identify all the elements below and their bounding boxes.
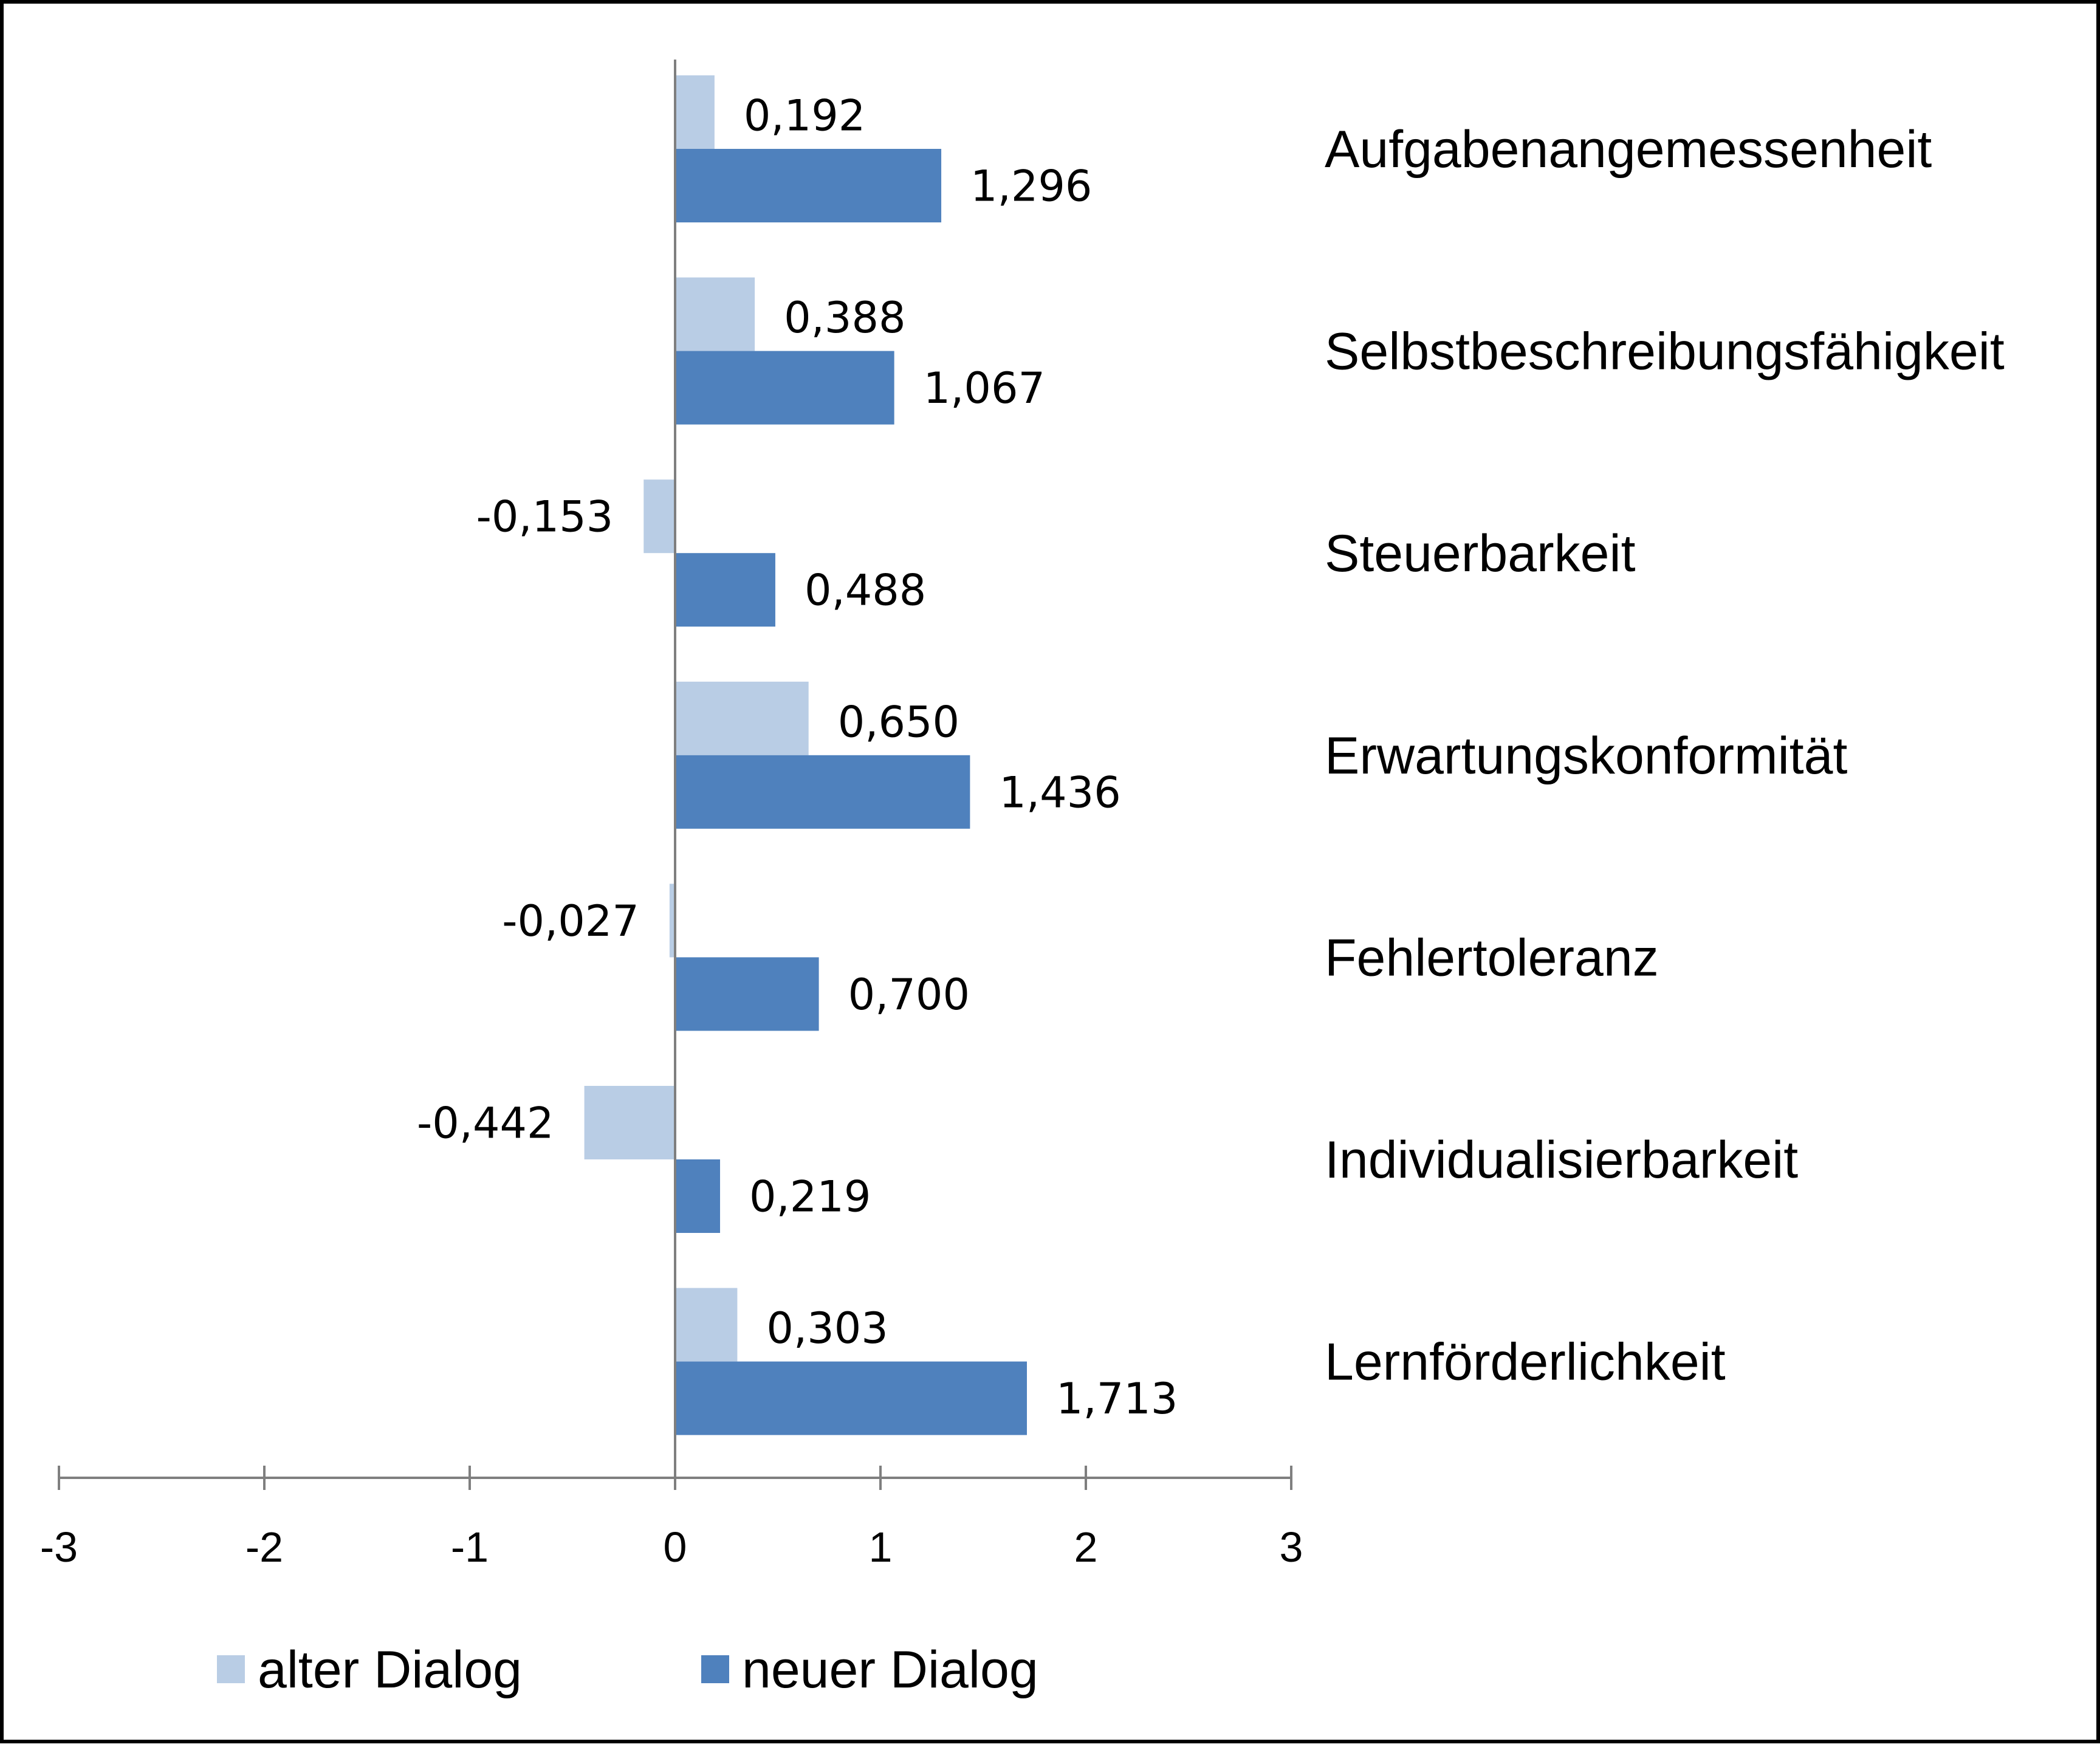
legend-swatch-neuer [701,1655,729,1683]
x-tick-label-neg3: -3 [40,1523,78,1571]
data-label-neuer-steuerbarkeit: 0,488 [805,566,926,616]
bar-neuer-erwartungskonformit-t [675,755,970,829]
legend: alter Dialog neuer Dialog [217,1641,1038,1699]
bar-neuer-individualisierbarkeit [675,1159,721,1233]
data-label-alter-individualisierbarkeit: -0,442 [417,1099,554,1148]
x-tick-label-3: 3 [1280,1523,1303,1571]
category-label-individualisierbarkeit: Individualisierbarkeit [1325,1131,1798,1189]
category-label-steuerbarkeit: Steuerbarkeit [1325,524,1636,583]
x-tick-label-0: 0 [664,1523,687,1571]
bar-alter-lernf-rderlichkeit [675,1288,738,1362]
labels-layer: 0,192 1,296 Aufgabenangemessenheit 0,388 1,0… [417,91,2005,1424]
data-label-neuer-selbstbeschreibungsf-higkeit: 1,067 [924,363,1045,413]
bar-neuer-lernf-rderlichkeit [675,1361,1027,1435]
legend-label-alter: alter Dialog [258,1641,522,1699]
bar-alter-aufgabenangemessenheit [675,75,715,149]
data-label-alter-fehlertoleranz: -0,027 [502,896,639,946]
data-label-alter-aufgabenangemessenheit: 0,192 [744,91,865,141]
data-label-alter-lernf-rderlichkeit: 0,303 [766,1303,888,1353]
legend-label-neuer: neuer Dialog [742,1641,1038,1699]
data-label-neuer-individualisierbarkeit: 0,219 [749,1172,871,1222]
x-tick-label-2: 2 [1074,1523,1098,1571]
x-tick-label-neg1: -1 [451,1523,489,1571]
data-label-alter-steuerbarkeit: -0,153 [476,492,614,542]
bar-alter-steuerbarkeit [643,479,675,554]
bar-alter-erwartungskonformit-t [675,681,809,755]
x-tick-label-neg2: -2 [245,1523,283,1571]
bar-alter-individualisierbarkeit [584,1086,675,1159]
bars-layer [584,75,1027,1435]
data-label-alter-selbstbeschreibungsf-higkeit: 0,388 [784,293,905,343]
category-label-selbstbeschreibungsf-higkeit: Selbstbeschreibungsfähigkeit [1325,323,2005,381]
bar-neuer-aufgabenangemessenheit [675,149,942,222]
data-label-neuer-lernf-rderlichkeit: 1,713 [1056,1374,1178,1424]
category-label-erwartungskonformit-t: Erwartungskonformität [1325,727,1847,785]
data-label-neuer-fehlertoleranz: 0,700 [848,970,970,1020]
bar-neuer-selbstbeschreibungsf-higkeit [675,351,894,425]
bar-neuer-fehlertoleranz [675,957,819,1031]
category-label-aufgabenangemessenheit: Aufgabenangemessenheit [1325,120,1932,179]
axis-layer: -3 -2 -1 0 1 2 3 [40,60,1303,1571]
bar-alter-fehlertoleranz [669,884,675,958]
data-label-neuer-erwartungskonformit-t: 1,436 [999,767,1120,817]
category-label-fehlertoleranz: Fehlertoleranz [1325,928,1659,987]
x-tick-label-1: 1 [869,1523,893,1571]
bar-neuer-steuerbarkeit [675,553,775,627]
data-label-neuer-aufgabenangemessenheit: 1,296 [970,162,1092,211]
legend-swatch-alter [217,1655,245,1683]
bar-alter-selbstbeschreibungsf-higkeit [675,277,755,351]
bar-chart: -3 -2 -1 0 1 2 3 0,192 1,296 Aufgabenangemessenh… [40,60,2005,1699]
category-label-lernf-rderlichkeit: Lernförderlichkeit [1325,1333,1726,1392]
data-label-alter-erwartungskonformit-t: 0,650 [838,697,959,747]
